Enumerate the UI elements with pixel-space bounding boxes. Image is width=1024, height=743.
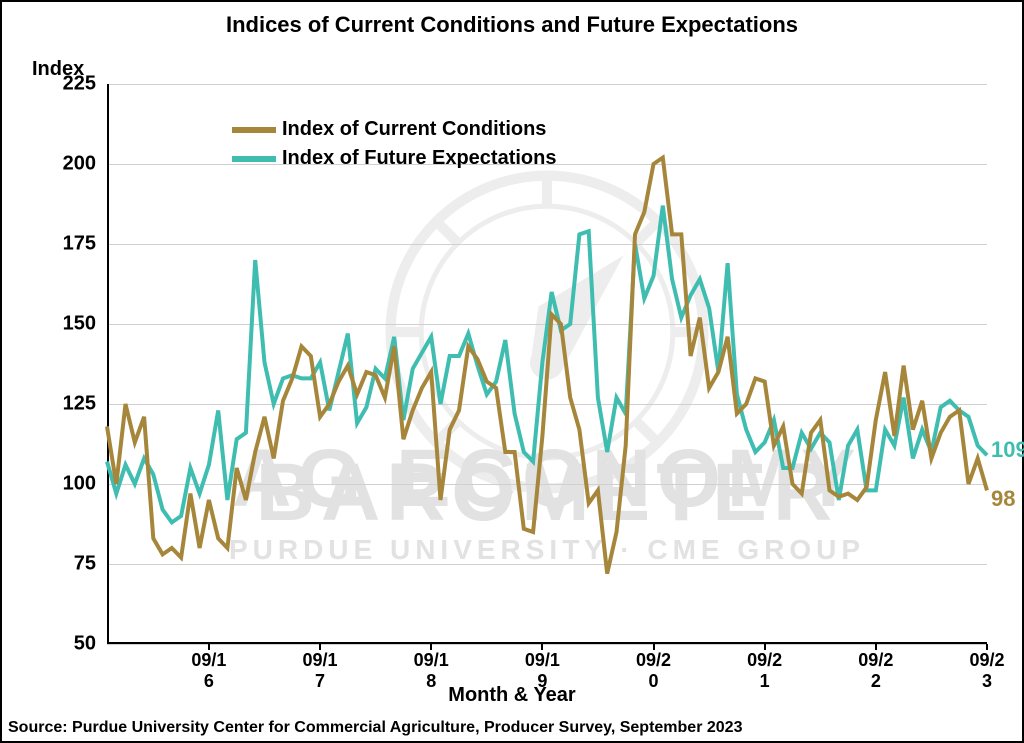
y-tick-label: 200 [36, 153, 96, 176]
legend-label-current: Index of Current Conditions [282, 118, 546, 141]
y-tick-label: 175 [36, 233, 96, 256]
y-tick-label: 75 [36, 553, 96, 576]
gridline [107, 644, 987, 645]
legend-swatch-future [232, 156, 276, 162]
chart-container: Indices of Current Conditions and Future… [0, 0, 1024, 743]
source-text: Source: Purdue University Center for Com… [8, 719, 742, 737]
line-current-conditions [107, 158, 987, 574]
endpoint-label-future: 109 [991, 437, 1024, 463]
legend-label-future: Index of Future Expectations [282, 147, 556, 170]
endpoint-label-current: 98 [991, 486, 1015, 512]
legend-swatch-current [232, 127, 276, 133]
legend-item-current: Index of Current Conditions [232, 118, 556, 141]
y-tick-label: 50 [36, 633, 96, 656]
legend: Index of Current Conditions Index of Fut… [232, 118, 556, 176]
chart-title: Indices of Current Conditions and Future… [2, 12, 1022, 38]
x-axis-title: Month & Year [2, 684, 1022, 707]
y-tick-label: 225 [36, 73, 96, 96]
y-tick-label: 100 [36, 473, 96, 496]
legend-item-future: Index of Future Expectations [232, 147, 556, 170]
y-tick-label: 150 [36, 313, 96, 336]
y-tick-label: 125 [36, 393, 96, 416]
